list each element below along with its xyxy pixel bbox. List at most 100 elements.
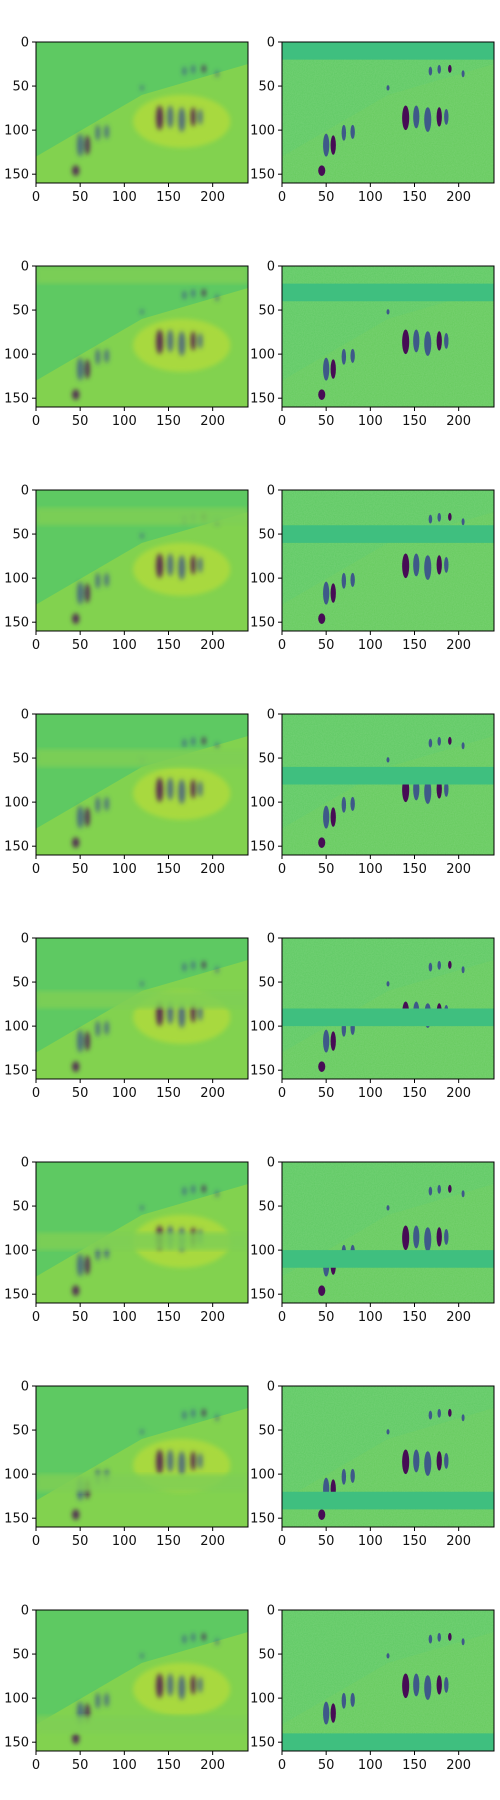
x-tick-label: 150	[402, 1086, 427, 1101]
figures-group	[72, 64, 219, 176]
x-tick-label: 50	[318, 1310, 335, 1325]
figure-blob	[437, 1632, 441, 1642]
x-tick-label: 150	[402, 638, 427, 653]
x-tick-label: 200	[446, 1758, 471, 1773]
figure-blob	[448, 1408, 452, 1417]
image-area	[282, 938, 494, 1079]
x-tick-label: 100	[112, 1086, 137, 1101]
occlusion-band	[282, 42, 494, 60]
figure-blob	[341, 348, 347, 365]
x-tick-label: 100	[358, 862, 383, 877]
x-tick-label: 200	[200, 1086, 225, 1101]
figure-blob	[72, 389, 80, 400]
figures-group	[72, 1632, 219, 1744]
figure-blob	[215, 294, 219, 302]
x-tick-label: 0	[32, 190, 40, 205]
y-tick-label: 100	[4, 1468, 29, 1483]
figure-blob	[461, 966, 465, 974]
panel-r4-c2: 0 50 100 150 200 0 50 100 150	[250, 708, 495, 877]
y-tick-label: 0	[267, 932, 275, 947]
panel-r2-c1: 0 50 100 150 200 0 50 100 150	[4, 260, 249, 429]
y-tick-label: 100	[4, 572, 29, 587]
occlusion-band	[282, 766, 494, 785]
image-area	[36, 266, 248, 407]
figure-blob	[191, 64, 196, 74]
image-area	[282, 714, 494, 855]
figure-blob	[461, 1638, 465, 1646]
figure-blob	[318, 1509, 326, 1520]
figure-blob	[444, 1452, 449, 1469]
x-tick-label: 100	[358, 1086, 383, 1101]
figure-blob	[402, 105, 410, 131]
axes-frame	[281, 489, 495, 632]
figure-blob	[104, 1692, 109, 1707]
image-area	[282, 266, 494, 407]
figure-blob	[156, 777, 164, 803]
x-tick-label: 100	[112, 1534, 137, 1549]
y-tick-label: 150	[250, 1064, 275, 1079]
figure-blob	[95, 1020, 101, 1037]
y-tick-label: 50	[258, 752, 275, 767]
x-tick-label: 50	[72, 1534, 89, 1549]
figure-blob	[84, 1255, 90, 1275]
figure-blob	[156, 1673, 164, 1699]
axes-frame	[281, 41, 495, 184]
figure-blob	[437, 1184, 441, 1194]
figure-blob	[448, 1184, 452, 1193]
x-tick-label: 0	[278, 1310, 286, 1325]
y-tick-label: 50	[12, 528, 29, 543]
figure-blob	[202, 1632, 206, 1641]
figure-blob	[182, 66, 187, 76]
x-tick-label: 50	[318, 1534, 335, 1549]
figure-blob	[424, 1227, 432, 1252]
figure-blob	[350, 796, 355, 811]
figure-blob	[77, 805, 84, 829]
x-tick-label: 100	[358, 638, 383, 653]
y-tick-label: 0	[21, 708, 29, 723]
figure-blob	[413, 1225, 420, 1249]
figures-group	[318, 1632, 465, 1744]
x-tick-label: 0	[32, 1086, 40, 1101]
x-tick-label: 0	[32, 1310, 40, 1325]
y-tick-label: 100	[4, 1244, 29, 1259]
figure-blob	[202, 960, 206, 969]
figures-group	[72, 960, 219, 1072]
figure-blob	[448, 736, 452, 745]
x-tick-label: 0	[278, 1758, 286, 1773]
axes-frame	[281, 1609, 495, 1752]
panel-r7-c1: 0 50 100 150 200 0 50 100 150	[4, 1380, 249, 1549]
figure-blob	[350, 124, 355, 139]
x-tick-label: 150	[156, 1758, 181, 1773]
occlusion-band	[36, 266, 248, 284]
figure-blob	[386, 757, 390, 763]
figure-blob	[77, 581, 84, 605]
figure-blob	[84, 1031, 90, 1051]
y-tick-label: 150	[4, 168, 29, 183]
x-tick-label: 150	[402, 862, 427, 877]
y-tick-label: 0	[21, 1604, 29, 1619]
panel-r2-c2: 0 50 100 150 200 0 50 100 150	[250, 260, 495, 429]
figure-blob	[77, 357, 84, 381]
panel-r1-c2: 0 50 100 150 200 0 50 100 150	[250, 36, 495, 205]
x-tick-label: 50	[318, 1758, 335, 1773]
panel-r8-c1: 0 50 100 150 200 0 50 100 150	[4, 1604, 249, 1773]
axes-frame	[281, 1161, 495, 1304]
figure-blob	[191, 1408, 196, 1418]
occlusion-band	[282, 1491, 494, 1510]
y-tick-label: 0	[267, 1604, 275, 1619]
figure-blob	[178, 1003, 186, 1028]
figure-blob	[437, 1408, 441, 1418]
y-tick-label: 150	[4, 1064, 29, 1079]
y-tick-label: 100	[250, 572, 275, 587]
figure-blob	[402, 329, 410, 355]
x-tick-label: 0	[278, 638, 286, 653]
y-tick-label: 100	[4, 348, 29, 363]
figure-blob	[191, 288, 196, 298]
x-tick-label: 0	[278, 1086, 286, 1101]
y-tick-label: 100	[4, 124, 29, 139]
y-tick-label: 50	[12, 976, 29, 991]
x-tick-label: 0	[278, 190, 286, 205]
x-tick-label: 200	[446, 862, 471, 877]
x-tick-label: 100	[112, 862, 137, 877]
image-area	[36, 1610, 248, 1751]
